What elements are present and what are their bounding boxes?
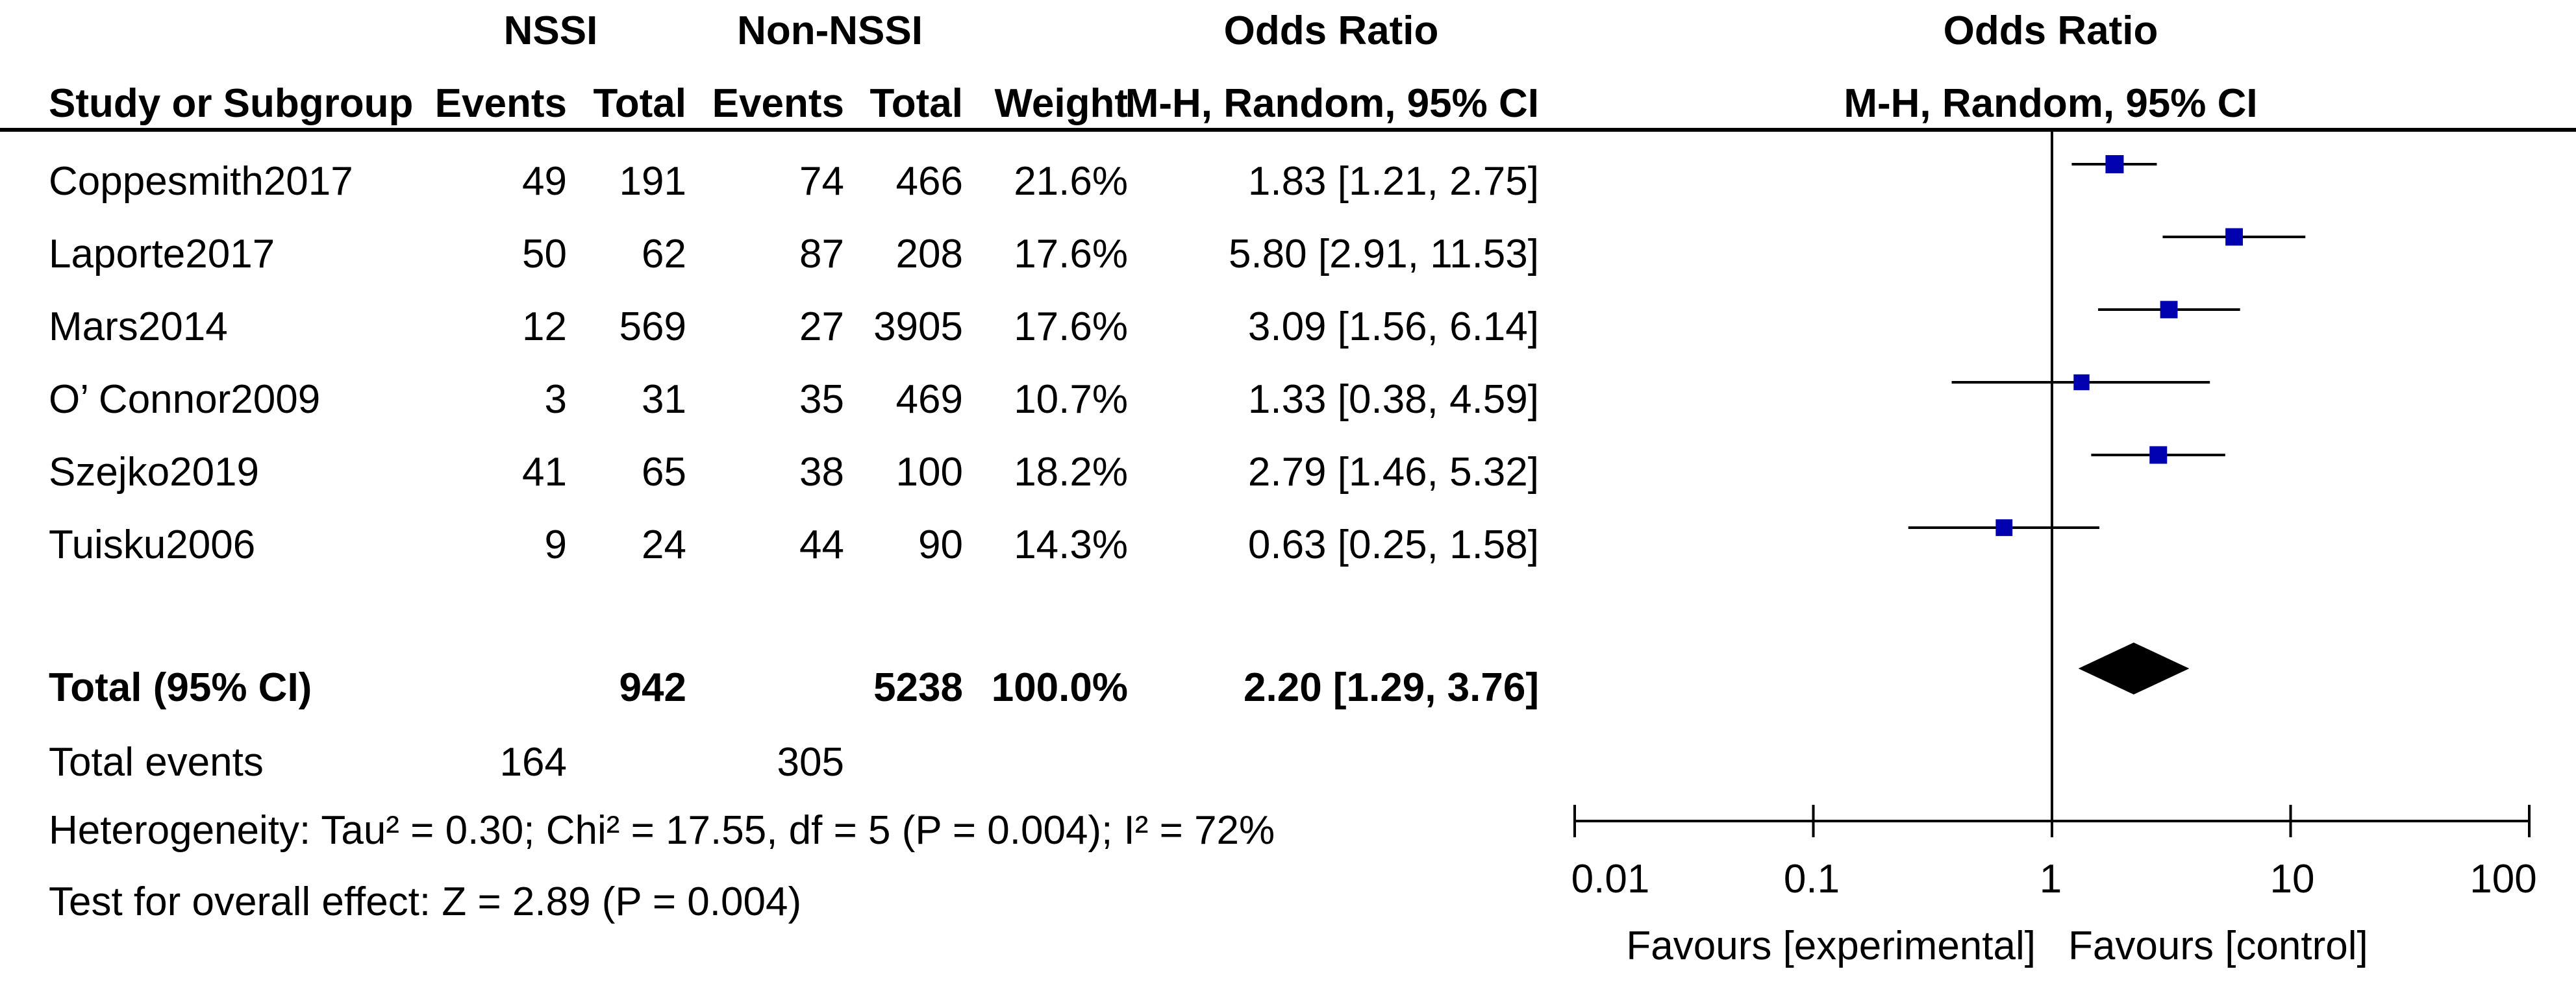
study-total2: 208 — [896, 232, 963, 276]
col-events1-header: Events — [435, 81, 567, 126]
study-name: O’ Connor2009 — [49, 377, 320, 422]
study-or-ci: 1.83 [1.21, 2.75] — [1248, 159, 1539, 204]
col-total1-header: Total — [594, 81, 687, 126]
total-total2: 5238 — [873, 665, 963, 710]
study-total2: 100 — [896, 450, 963, 495]
study-point-marker — [2149, 446, 2168, 464]
study-events1: 12 — [522, 304, 567, 349]
pooled-effect-diamond — [2078, 643, 2190, 694]
study-total2: 90 — [918, 522, 963, 567]
study-total2: 3905 — [873, 304, 963, 349]
total-label: Total (95% CI) — [49, 665, 312, 710]
group1-header: NSSI — [504, 8, 598, 53]
study-total1: 62 — [642, 232, 686, 276]
study-events1: 3 — [545, 377, 567, 422]
study-events2: 74 — [799, 159, 844, 204]
study-weight: 18.2% — [1014, 450, 1128, 495]
heterogeneity-text: Heterogeneity: Tau² = 0.30; Chi² = 17.55… — [49, 808, 1275, 853]
study-or-ci: 3.09 [1.56, 6.14] — [1248, 304, 1539, 349]
study-point-marker — [2073, 374, 2090, 391]
study-weight: 14.3% — [1014, 522, 1128, 567]
col-total2-header: Total — [870, 81, 964, 126]
study-row: Tuisku2006 9 24 44 90 14.3% 0.63 [0.25, … — [49, 522, 1539, 567]
study-weight: 17.6% — [1014, 232, 1128, 276]
axis-tick-label: 0.1 — [1784, 857, 1840, 902]
study-events2: 35 — [799, 377, 844, 422]
study-events2: 44 — [799, 522, 844, 567]
study-name: Coppesmith2017 — [49, 159, 353, 204]
study-point-marker — [2105, 155, 2124, 173]
col-method-right: M-H, Random, 95% CI — [1844, 81, 2257, 126]
study-row: Laporte2017 50 62 87 208 17.6% 5.80 [2.9… — [49, 232, 1539, 276]
group2-header: Non-NSSI — [737, 8, 923, 53]
study-name: Laporte2017 — [49, 232, 275, 276]
study-events1: 41 — [522, 450, 567, 495]
study-or-ci: 5.80 [2.91, 11.53] — [1229, 232, 1539, 276]
study-row: Coppesmith2017 49 191 74 466 21.6% 1.83 … — [49, 159, 1539, 204]
total-events-row: Total events 164 305 — [49, 740, 844, 785]
study-total2: 466 — [896, 159, 963, 204]
study-events2: 38 — [799, 450, 844, 495]
or-title-right: Odds Ratio — [1944, 8, 2158, 53]
study-events2: 87 — [799, 232, 844, 276]
study-row: Mars2014 12 569 27 3905 17.6% 3.09 [1.56… — [49, 304, 1539, 349]
overall-effect-text: Test for overall effect: Z = 2.89 (P = 0… — [49, 879, 801, 924]
study-weight: 21.6% — [1014, 159, 1128, 204]
study-row: Szejko2019 41 65 38 100 18.2% 2.79 [1.46… — [49, 450, 1539, 495]
study-total1: 191 — [619, 159, 686, 204]
study-point-marker — [2225, 228, 2243, 246]
study-total1: 24 — [642, 522, 686, 567]
study-weight: 10.7% — [1014, 377, 1128, 422]
study-events1: 49 — [522, 159, 567, 204]
favours-control-label: Favours [control] — [2068, 924, 2368, 968]
study-total1: 31 — [642, 377, 686, 422]
study-name: Tuisku2006 — [49, 522, 255, 567]
total-total1: 942 — [619, 665, 686, 710]
study-point-marker — [1995, 519, 2013, 536]
axis-tick-label: 10 — [2270, 857, 2315, 902]
col-events2-header: Events — [712, 81, 844, 126]
total-events-label: Total events — [49, 740, 264, 785]
study-or-ci: 2.79 [1.46, 5.32] — [1248, 450, 1539, 495]
axis-tick-label: 0.01 — [1571, 857, 1650, 902]
study-weight: 17.6% — [1014, 304, 1128, 349]
axis-tick-label: 100 — [2470, 857, 2536, 902]
study-events1: 50 — [522, 232, 567, 276]
col-method-left: M-H, Random, 95% CI — [1125, 81, 1539, 126]
col-weight-header: Weight — [995, 81, 1129, 126]
or-title-left: Odds Ratio — [1224, 8, 1439, 53]
study-or-ci: 0.63 [0.25, 1.58] — [1248, 522, 1539, 567]
total-events2: 305 — [777, 740, 844, 785]
col-study-header: Study or Subgroup — [49, 81, 413, 126]
study-point-marker — [2160, 301, 2178, 319]
study-events1: 9 — [545, 522, 567, 567]
study-name: Mars2014 — [49, 304, 228, 349]
favours-experimental-label: Favours [experimental] — [1626, 924, 2036, 968]
forest-plot-area — [1573, 130, 2531, 837]
study-total2: 469 — [896, 377, 963, 422]
study-total1: 569 — [619, 304, 686, 349]
total-or-ci: 2.20 [1.29, 3.76] — [1244, 665, 1539, 710]
study-or-ci: 1.33 [0.38, 4.59] — [1248, 377, 1539, 422]
total-weight: 100.0% — [992, 665, 1128, 710]
study-events2: 27 — [799, 304, 844, 349]
total-row: Total (95% CI) 942 5238 100.0% 2.20 [1.2… — [49, 665, 1539, 710]
study-name: Szejko2019 — [49, 450, 259, 495]
study-row: O’ Connor2009 3 31 35 469 10.7% 1.33 [0.… — [49, 377, 1539, 422]
total-events1: 164 — [500, 740, 567, 785]
study-total1: 65 — [642, 450, 686, 495]
axis-tick-label: 1 — [2040, 857, 2062, 902]
